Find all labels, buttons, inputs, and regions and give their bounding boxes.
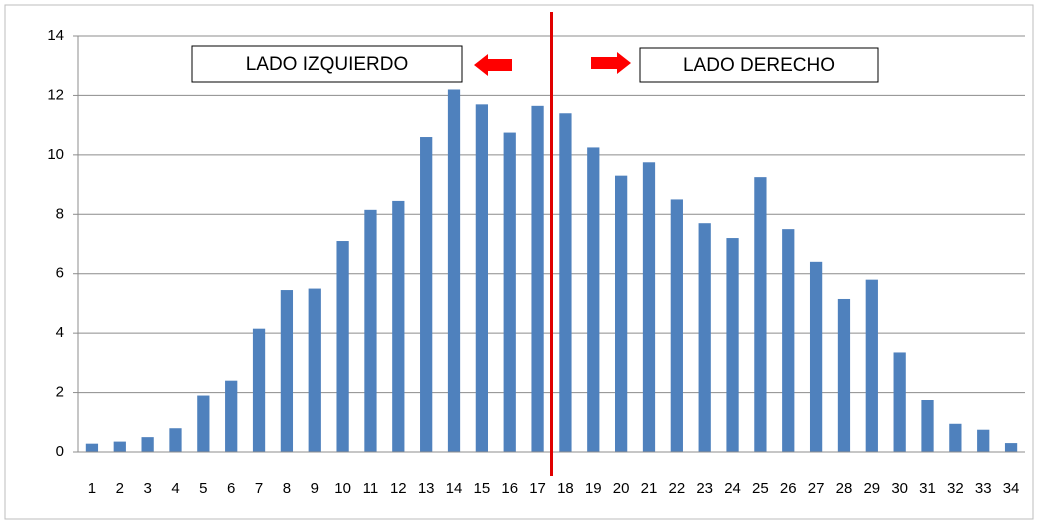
x-tick-label: 27 [808,480,825,497]
y-tick-label: 6 [56,265,64,282]
bar [308,288,321,452]
x-tick-label: 20 [613,480,630,497]
x-tick-label: 2 [116,480,124,497]
x-tick-label: 23 [696,480,713,497]
bar [949,423,962,452]
bar [893,352,906,452]
y-tick-label: 2 [56,384,64,401]
bar [670,199,683,452]
bar [698,223,711,452]
x-tick-label: 13 [418,480,435,497]
annotation-box [639,47,879,83]
y-tick-label: 0 [56,443,64,460]
bar [782,229,795,452]
bar [977,429,990,452]
bar [197,395,210,452]
x-tick-label: 28 [836,480,853,497]
y-tick-label: 12 [47,86,64,103]
x-tick-label: 29 [863,480,880,497]
bar [475,104,488,452]
annotation-box [191,45,463,83]
x-tick-label: 18 [557,480,574,497]
bar [169,428,182,452]
x-tick-label: 17 [529,480,546,497]
bar [587,147,600,452]
x-tick-label: 4 [171,480,179,497]
bar [837,298,851,452]
x-tick-label: 24 [724,480,741,497]
annotation: LADO IZQUIERDO [246,54,409,75]
x-tick-label: 21 [641,480,658,497]
x-tick-label: 30 [891,480,908,497]
x-tick-label: 10 [334,480,351,497]
bar [559,113,572,452]
bar [809,261,823,452]
x-tick-label: 3 [143,480,151,497]
y-tick-label: 8 [56,205,64,222]
x-tick-label: 26 [780,480,797,497]
x-tick-label: 15 [474,480,491,497]
bar [113,441,126,452]
bar [865,279,878,452]
bar [141,437,154,452]
bar [280,290,294,452]
bar [754,177,767,452]
x-tick-label: 14 [446,480,463,497]
y-tick-label: 4 [56,324,64,341]
chart-frame [4,4,1034,520]
x-tick-label: 19 [585,480,602,497]
x-tick-label: 31 [919,480,936,497]
x-tick-label: 8 [283,480,291,497]
x-tick-label: 12 [390,480,407,497]
x-tick-label: 5 [199,480,207,497]
bar [420,137,433,452]
y-tick-label: 14 [47,27,64,44]
y-tick-label: 10 [47,146,64,163]
x-tick-label: 32 [947,480,964,497]
x-tick-label: 22 [668,480,685,497]
bar [392,200,405,452]
bar [921,400,934,452]
x-tick-label: 11 [363,480,379,497]
bar [336,241,349,452]
x-tick-label: 6 [227,480,235,497]
x-tick-label: 7 [255,480,263,497]
annotation: LADO DERECHO [683,55,835,76]
x-tick-label: 1 [88,480,96,497]
x-tick-label: 9 [311,480,319,497]
bar [503,132,516,453]
bar [225,380,238,452]
bar [364,209,377,452]
bar [615,175,628,452]
x-tick-label: 33 [975,480,992,497]
x-tick-label: 25 [752,480,769,497]
arrow-left [474,54,512,76]
bar [252,328,266,452]
bar [447,89,461,452]
bar [1004,443,1018,452]
bar [85,443,99,452]
x-tick-label: 34 [1003,480,1020,497]
x-tick-label: 16 [501,480,518,497]
bar [726,238,739,452]
arrow-right [591,52,631,74]
bar [531,105,544,452]
bar [642,162,656,453]
